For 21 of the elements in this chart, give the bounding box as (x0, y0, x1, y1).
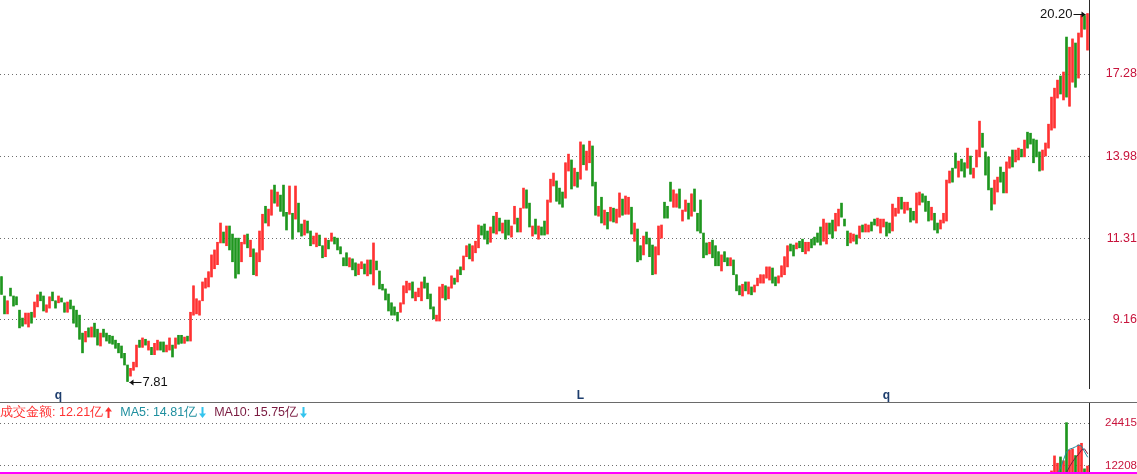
candlestick (669, 181, 672, 202)
text: MA10: 15.75亿 (214, 405, 299, 419)
y-tick-label: 11.31 (1106, 230, 1137, 245)
candlestick (135, 344, 138, 368)
y-tick-label: 13.98 (1105, 148, 1137, 163)
annotation: 20.20 (1039, 6, 1073, 22)
candlestick (642, 235, 645, 256)
candlestick (969, 155, 972, 175)
y-tick-label: 9.16 (1112, 312, 1137, 327)
candlestick (1002, 171, 1005, 194)
candlestick (822, 218, 825, 242)
x-tick-label: q (882, 387, 891, 402)
text: MA5: 14.81亿 (120, 405, 198, 419)
annotation: 7.81 (142, 374, 168, 390)
y-tick-label: 17.28 (1105, 66, 1137, 81)
legend-label: 成交金额: 12.21亿 (0, 405, 104, 419)
x-tick-label: q (54, 387, 63, 402)
candlestick (633, 222, 636, 242)
y-tick-label: 24415 (1105, 416, 1137, 429)
x-tick-label: L (576, 387, 585, 402)
y-tick-label: 12208 (1105, 459, 1137, 472)
